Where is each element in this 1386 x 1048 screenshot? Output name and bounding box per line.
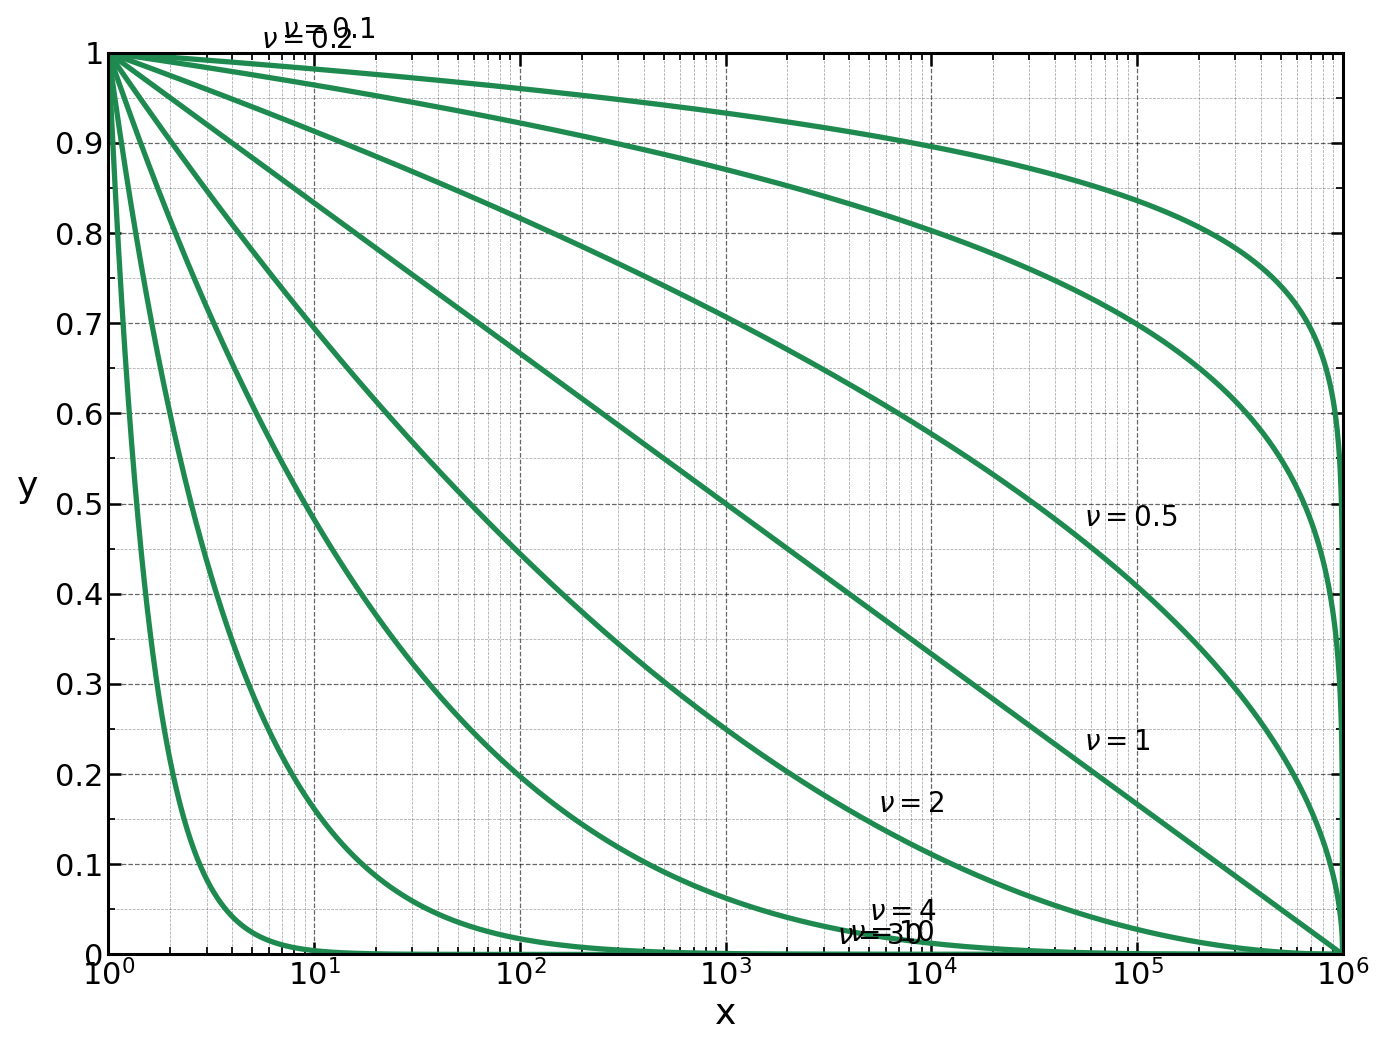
Text: $\nu = 10$: $\nu = 10$: [850, 919, 934, 947]
Text: $\nu = 1$: $\nu = 1$: [1084, 728, 1150, 756]
Text: $\nu = 0.2$: $\nu = 0.2$: [261, 25, 352, 53]
Text: $\nu = 0.5$: $\nu = 0.5$: [1084, 504, 1177, 532]
Text: $\nu = 2$: $\nu = 2$: [877, 789, 944, 817]
Text: $\nu = 0.1$: $\nu = 0.1$: [283, 16, 376, 44]
Text: $\nu = 30$: $\nu = 30$: [837, 922, 923, 949]
X-axis label: x: x: [715, 998, 736, 1031]
Text: $\nu = 4$: $\nu = 4$: [869, 898, 937, 925]
Y-axis label: y: y: [17, 470, 37, 503]
